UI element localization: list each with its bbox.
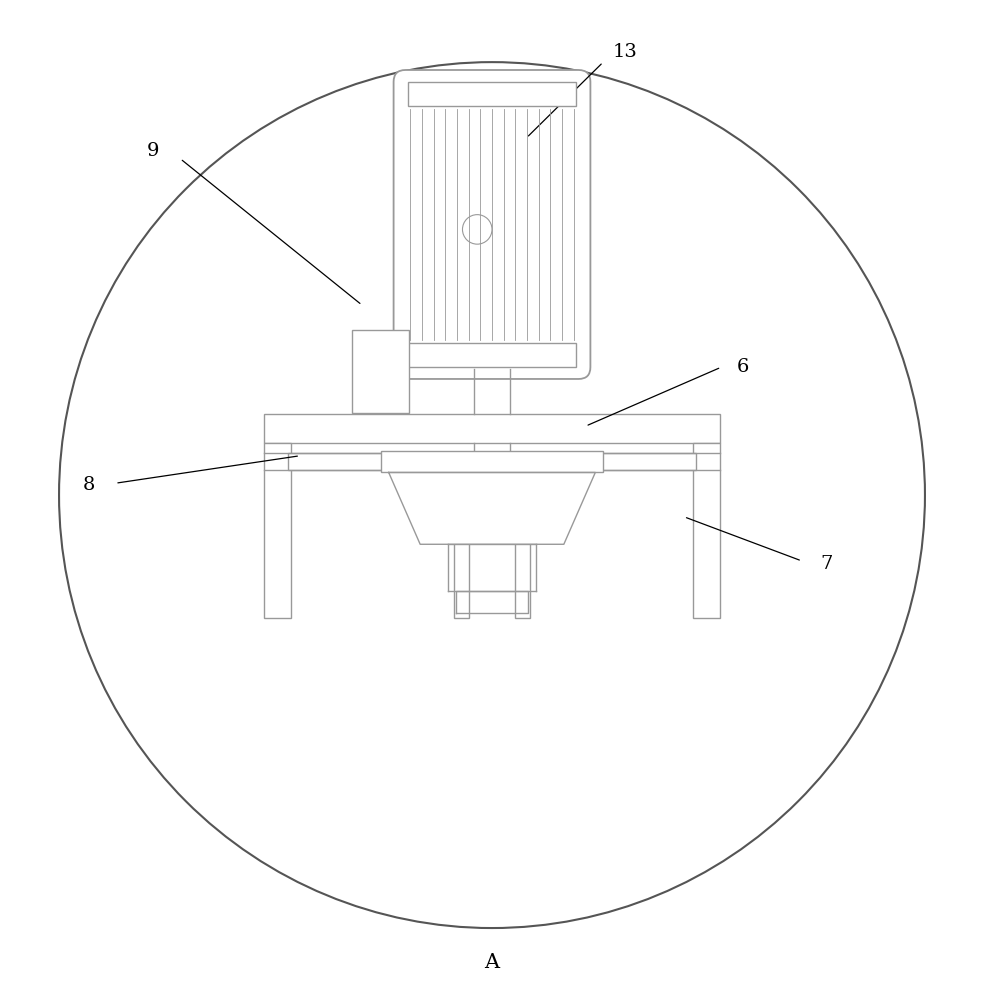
Text: 8: 8 xyxy=(83,476,94,494)
Bar xyxy=(454,470,469,618)
Polygon shape xyxy=(389,472,595,544)
Text: 7: 7 xyxy=(821,555,832,573)
Bar xyxy=(408,82,576,106)
FancyBboxPatch shape xyxy=(394,70,590,379)
Bar xyxy=(352,330,409,413)
Bar xyxy=(515,470,530,618)
Bar xyxy=(264,443,291,618)
Text: 9: 9 xyxy=(147,142,158,160)
Bar xyxy=(288,453,696,470)
Bar xyxy=(693,443,720,618)
Text: 6: 6 xyxy=(737,358,749,376)
Bar xyxy=(381,451,603,472)
Bar xyxy=(408,343,576,367)
Text: 13: 13 xyxy=(612,43,638,61)
Bar xyxy=(264,414,720,443)
Text: A: A xyxy=(484,953,500,972)
